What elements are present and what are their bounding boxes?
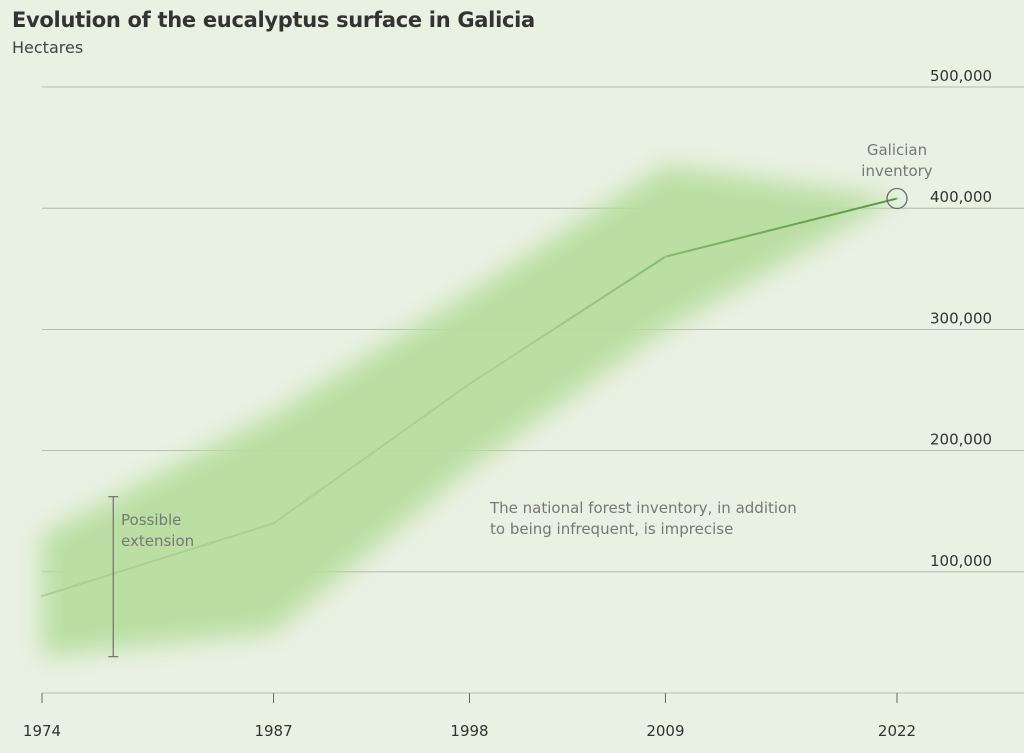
data-point bbox=[663, 255, 667, 259]
x-tick-label: 1987 bbox=[254, 722, 292, 740]
x-tick-label: 1974 bbox=[23, 722, 61, 740]
chart-subtitle: Hectares bbox=[12, 38, 84, 57]
y-tick-label: 300,000 bbox=[930, 309, 992, 327]
data-point bbox=[272, 521, 276, 525]
x-tick-label: 2022 bbox=[878, 722, 916, 740]
y-tick-label: 400,000 bbox=[930, 188, 992, 206]
y-tick-label: 200,000 bbox=[930, 431, 992, 449]
galician-inventory-label: Galician inventory bbox=[861, 141, 933, 180]
data-point bbox=[40, 594, 44, 598]
x-tick-label: 2009 bbox=[646, 722, 684, 740]
endpoint-marker bbox=[886, 187, 908, 210]
data-point bbox=[468, 382, 471, 386]
data-point bbox=[895, 197, 899, 201]
national-inventory-note: The national forest inventory, in additi… bbox=[489, 499, 797, 538]
uncertainty-band bbox=[42, 165, 897, 657]
x-tick-label: 1998 bbox=[450, 722, 488, 740]
chart-title: Evolution of the eucalyptus surface in G… bbox=[12, 8, 535, 32]
possible-extension-label: Possible extension bbox=[121, 511, 194, 550]
y-tick-label: 500,000 bbox=[930, 67, 992, 85]
y-tick-label: 100,000 bbox=[930, 552, 992, 570]
